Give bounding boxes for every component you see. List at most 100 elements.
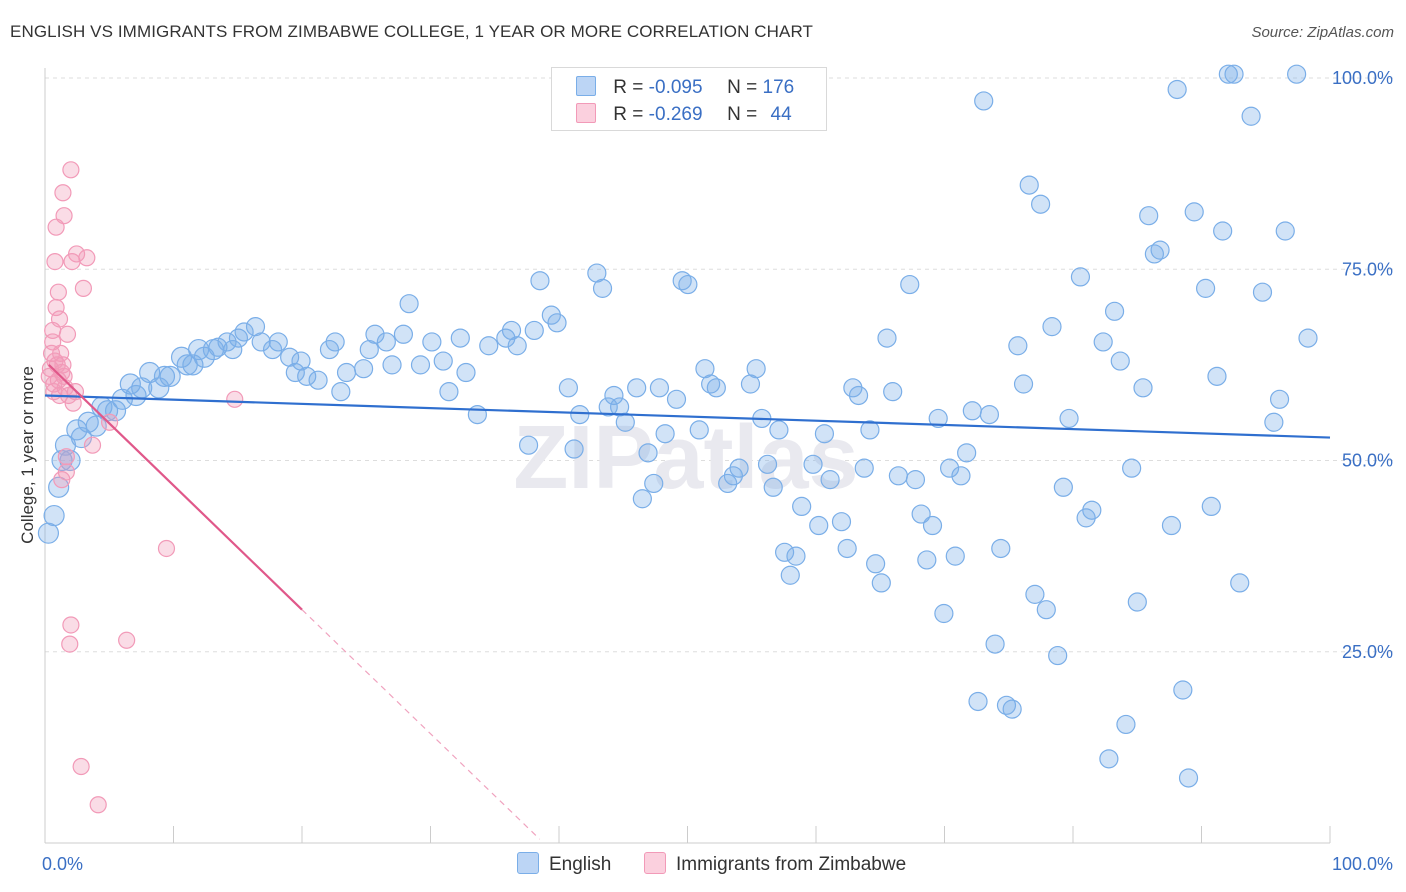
chart-title: ENGLISH VS IMMIGRANTS FROM ZIMBABWE COLL… [10,22,814,41]
english-point [928,408,948,429]
english-point [666,389,687,409]
english-point [962,401,982,421]
english-point [1104,301,1125,321]
english-point [592,278,613,298]
english-point [223,339,243,360]
english-point [234,322,254,342]
english-point [507,336,527,356]
english-point [1139,206,1159,226]
english-point [104,400,127,422]
zimbabwe-point [55,207,73,225]
english-point [939,458,960,478]
english-point [786,546,806,566]
english-point [37,522,60,544]
english-point [1019,175,1039,195]
english-point [757,454,778,474]
english-point [1042,317,1062,337]
english-point [974,91,994,111]
english-point [854,458,874,478]
english-point [393,324,414,344]
english-point [814,424,835,444]
english-point [1127,592,1147,612]
y-tick-label: 75.0% [1342,259,1393,279]
english-point [285,362,305,383]
english-point [558,378,579,398]
english-point [208,337,228,357]
english-point [148,377,170,399]
zimbabwe-point [49,283,67,301]
english-point [763,477,783,497]
english-point [1218,64,1238,84]
zimbabwe-point [89,796,107,814]
english-point [456,362,476,383]
zimbabwe-point [50,310,69,328]
english-point [1173,680,1193,700]
bottom-legend-zimbabwe: Immigrants from Zimbabwe [644,852,906,876]
zimbabwe-point [157,539,176,558]
english-point [598,397,618,417]
zimbabwe-point [58,325,77,343]
correlation-legend: R = -0.095 N = 176 R = -0.269 N = 44 [551,67,827,131]
english-point [604,385,624,406]
english-point [1264,412,1284,432]
english-point [877,328,897,348]
english-point [831,512,852,532]
english-point [678,274,698,295]
english-point [1002,699,1022,719]
english-point [1195,278,1216,298]
bottom-legend-english: English [517,852,611,876]
english-point [1287,64,1307,84]
english-point [1048,645,1068,666]
english-point [860,420,880,440]
legend-n-label: N = [727,104,758,125]
english-point [1110,351,1130,371]
english-point [883,382,903,402]
english-point [951,466,971,486]
zimbabwe-point [62,161,80,179]
zimbabwe-point [57,463,75,481]
english-point [911,504,931,524]
x-tick-label: 0.0% [42,854,83,874]
english-point [336,362,357,383]
english-point [655,424,675,444]
zimbabwe-point [226,390,244,408]
english-point [1224,64,1244,84]
english-point [1201,496,1221,516]
english-swatch-icon [517,852,539,874]
bottom-legend-english-label: English [549,854,612,875]
english-point [615,412,635,432]
english-point [1053,477,1073,497]
english-point [399,294,419,314]
gridlines [45,77,1395,653]
zimbabwe-point [74,279,93,297]
english-point [193,346,215,368]
english-point [422,332,442,352]
y-tick-label: 50.0% [1342,451,1393,471]
legend-n-value: 176 [762,77,795,98]
english-point [1133,378,1153,398]
source-label: Source: ZipAtlas.com [1251,24,1394,41]
english-point [119,373,141,395]
english-point [524,320,544,341]
english-point [325,332,345,352]
zimbabwe-swatch-icon [644,852,666,874]
english-point [518,435,539,455]
english-point [365,324,385,344]
english-point [917,550,937,570]
zimbabwe-swatch-icon [576,103,596,123]
english-point [945,546,965,566]
y-axis-title: College, 1 year or more [18,366,37,544]
english-point [644,473,664,494]
english-point [308,370,328,390]
english-point [991,538,1011,559]
english-point [268,332,288,352]
english-point [1298,328,1318,348]
english-point [746,359,766,379]
english-point [1031,194,1051,214]
zimbabwe-point [78,249,96,267]
english-point [985,634,1005,654]
zimbabwe-point [67,245,86,263]
english-point [1122,458,1142,478]
english-point [382,355,402,375]
